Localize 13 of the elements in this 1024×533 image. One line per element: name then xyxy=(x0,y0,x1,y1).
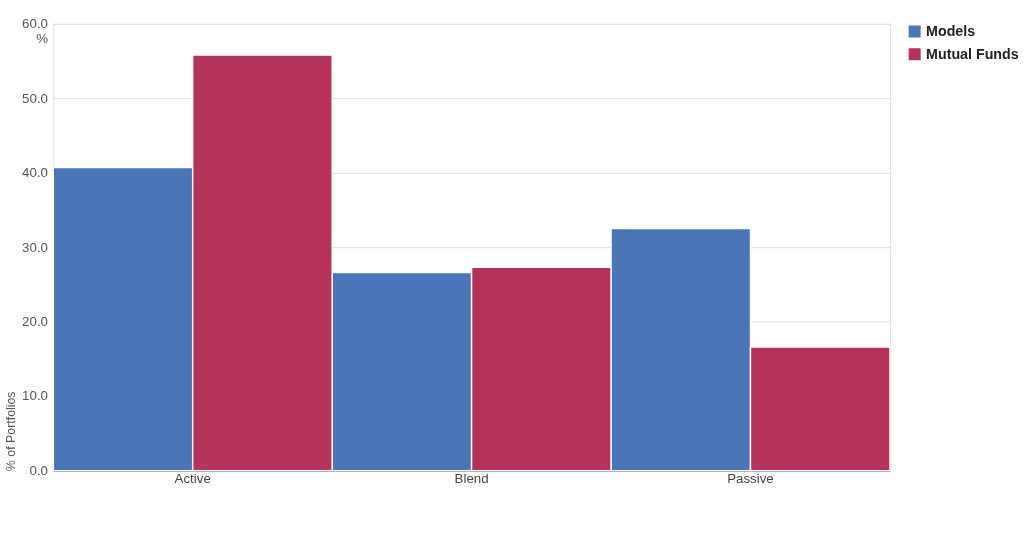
y-tick-label: 60.0 % xyxy=(22,16,49,47)
y-tick-label: 20.0 xyxy=(22,313,49,329)
y-tick-label: 50.0 xyxy=(22,90,49,106)
y-tick-label: 40.0 xyxy=(22,165,49,181)
legend-label: Mutual Funds xyxy=(926,45,1019,62)
y-tick-label: 10.0 xyxy=(22,388,49,404)
x-tick-label: Passive xyxy=(727,471,774,487)
y-axis-title: % of Portfolios xyxy=(4,391,19,472)
x-tick-label: Blend xyxy=(454,471,489,487)
x-tick-label: Active xyxy=(174,471,211,487)
y-tick-label: 30.0 xyxy=(22,239,49,255)
legend-label: Models xyxy=(926,23,976,40)
y-tick-label: 0.0 xyxy=(29,462,49,478)
